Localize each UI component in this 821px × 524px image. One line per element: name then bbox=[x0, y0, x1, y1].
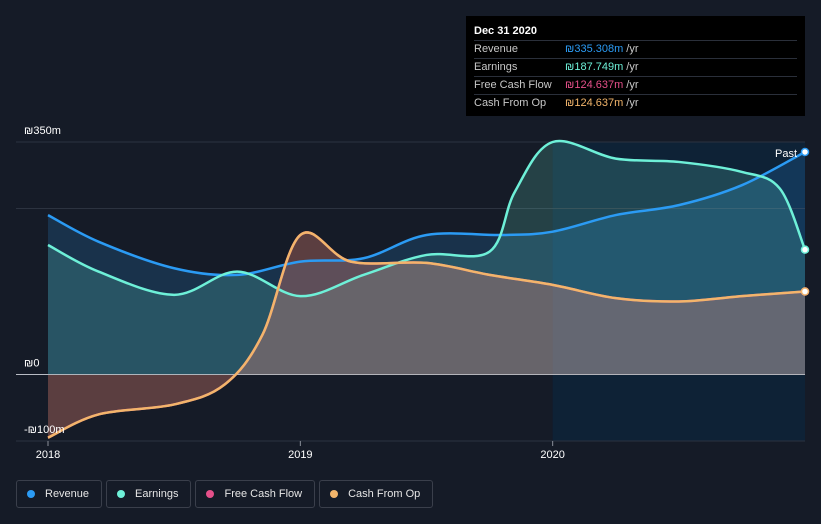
legend-dot-icon bbox=[27, 490, 35, 498]
legend-revenue[interactable]: Revenue bbox=[16, 480, 103, 508]
legend-dot-icon bbox=[206, 490, 215, 498]
tooltip-value: ₪335.308m bbox=[565, 43, 624, 55]
tooltip-row-earnings: Earnings ₪187.749m /yr bbox=[474, 58, 797, 76]
past-label: Past bbox=[775, 148, 797, 160]
end-point-cash-from-op bbox=[800, 287, 810, 296]
legend-earnings[interactable]: Earnings bbox=[106, 480, 192, 508]
tooltip-label: Cash From Op bbox=[474, 97, 547, 109]
tooltip-label: Earnings bbox=[474, 61, 518, 73]
tooltip-row-free-cash-flow: Free Cash Flow ₪124.637m /yr bbox=[474, 76, 797, 94]
area-cash-from-op bbox=[48, 232, 805, 438]
y-tick-label: ₪0 bbox=[24, 358, 39, 370]
x-tick-label: 2018 bbox=[36, 449, 60, 461]
legend-dot-icon bbox=[117, 490, 126, 498]
tooltip-label: Free Cash Flow bbox=[474, 79, 552, 91]
line-earnings bbox=[47, 139, 807, 298]
tooltip: Dec 31 2020 Revenue ₪335.308m /yr Earnin… bbox=[466, 16, 805, 116]
area-free-cash-flow bbox=[48, 232, 805, 438]
tooltip-value: ₪187.749m bbox=[565, 61, 624, 73]
tooltip-row-cash-from-op: Cash From Op ₪124.637m /yr bbox=[474, 94, 797, 112]
x-tick-label: 2020 bbox=[540, 449, 564, 461]
axis-ticks: ₪350m ₪0 -₪100m 2018 2019 2020 bbox=[24, 125, 565, 461]
line-revenue bbox=[47, 150, 806, 277]
legend-label: Earnings bbox=[135, 488, 179, 500]
line-cash-from-op bbox=[47, 231, 806, 439]
tooltip-date: Dec 31 2020 bbox=[474, 25, 537, 37]
series-end-markers bbox=[800, 147, 810, 296]
tooltip-unit: /yr bbox=[626, 97, 639, 109]
grid bbox=[16, 141, 805, 442]
tooltip-unit: /yr bbox=[626, 79, 639, 91]
end-point-earnings bbox=[800, 245, 810, 254]
tooltip-value: ₪124.637m bbox=[565, 97, 624, 109]
legend-label: Free Cash Flow bbox=[224, 488, 303, 500]
tooltip-row-revenue: Revenue ₪335.308m /yr bbox=[474, 40, 797, 58]
legend-free-cash-flow[interactable]: Free Cash Flow bbox=[195, 480, 316, 508]
area-earnings bbox=[48, 140, 805, 375]
tooltip-unit: /yr bbox=[626, 43, 639, 55]
legend-cash-from-op[interactable]: Cash From Op bbox=[319, 480, 434, 508]
legend-label: Revenue bbox=[45, 488, 90, 500]
y-tick-label: -₪100m bbox=[24, 424, 65, 436]
forecast-shade bbox=[552, 142, 805, 441]
legend-dot-icon bbox=[330, 490, 339, 498]
end-point-revenue bbox=[800, 147, 810, 157]
legend: Revenue Earnings Free Cash Flow Cash Fro… bbox=[16, 480, 434, 508]
tooltip-label: Revenue bbox=[474, 43, 519, 55]
y-tick-label: ₪350m bbox=[24, 125, 61, 137]
tooltip-value: ₪124.637m bbox=[565, 79, 624, 91]
tooltip-unit: /yr bbox=[626, 61, 639, 73]
x-tick-label: 2019 bbox=[288, 449, 312, 461]
legend-label: Cash From Op bbox=[348, 488, 421, 500]
series-lines bbox=[47, 139, 807, 439]
